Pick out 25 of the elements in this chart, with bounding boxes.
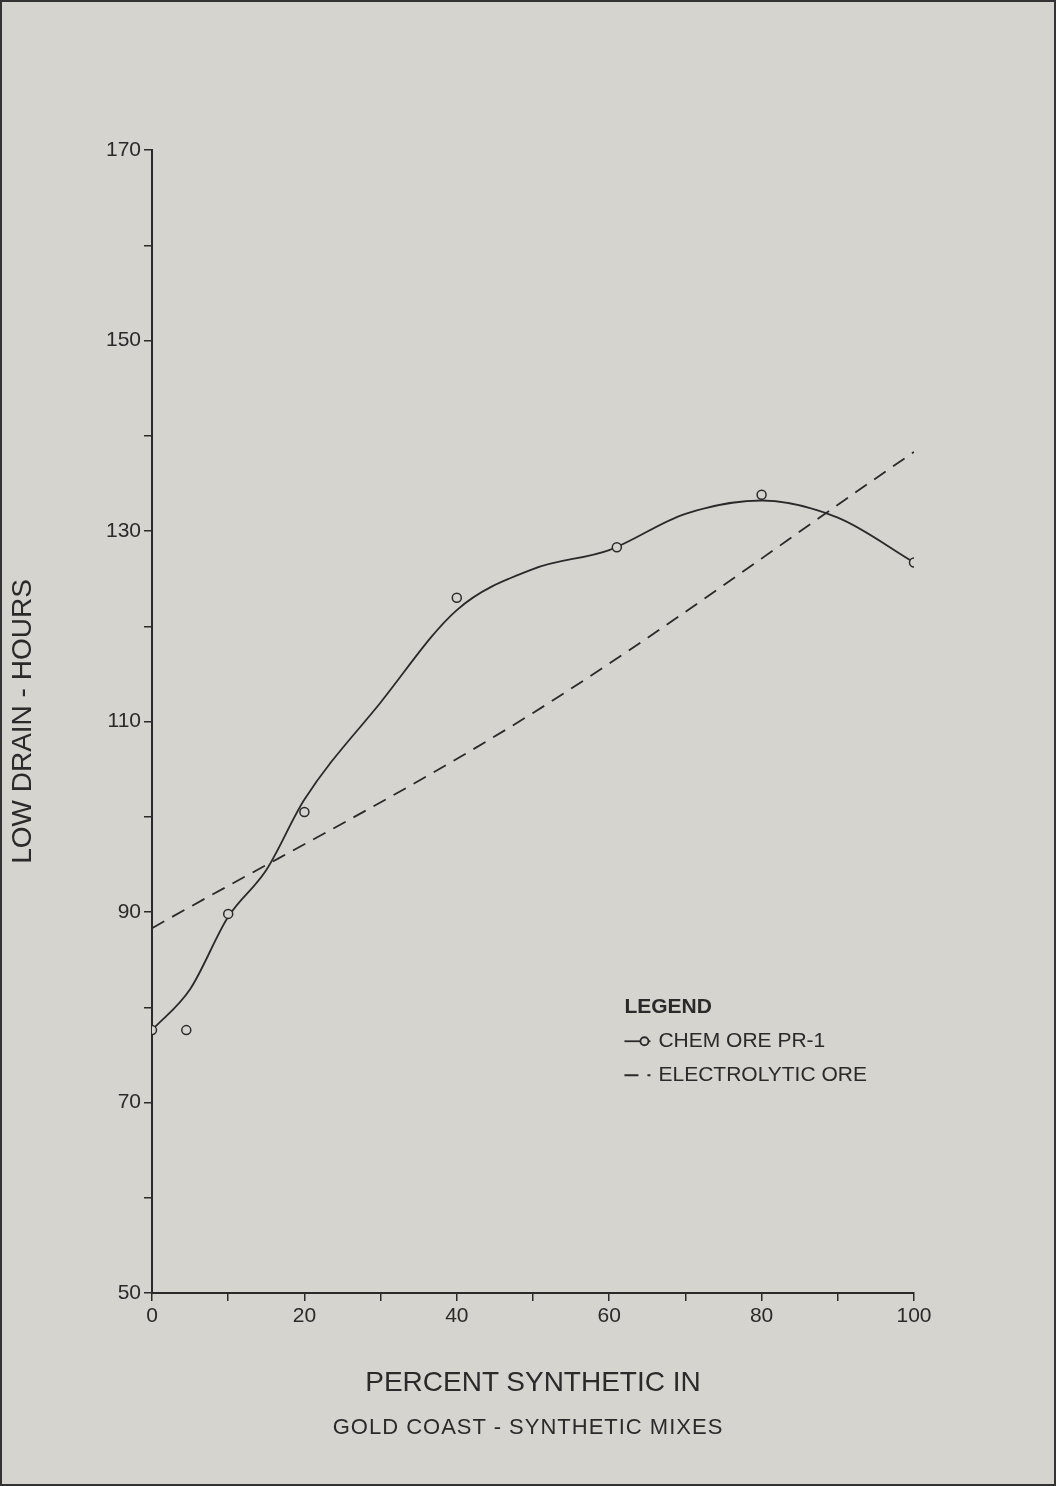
legend-title: LEGEND (624, 994, 712, 1018)
point (181, 1024, 192, 1036)
x-tick-label: 100 (896, 1303, 932, 1327)
x-tick-label: 80 (749, 1303, 774, 1327)
legend-label: ELECTROLYTIC ORE (658, 1062, 867, 1086)
y-tick-label: 170 (105, 136, 141, 160)
point (756, 489, 767, 501)
y-tick-label: 130 (105, 517, 141, 541)
y-tick-label: 70 (117, 1089, 141, 1113)
y-tick-label: 50 (117, 1279, 141, 1303)
y-tick-label: 110 (107, 708, 141, 732)
x-tick-label: 0 (146, 1303, 158, 1327)
point (451, 592, 463, 603)
x-tick-label: 60 (597, 1303, 621, 1327)
x-tick-label: 40 (445, 1303, 469, 1327)
text: GOLD COAST - SYNTHETIC MIXES (331, 1414, 725, 1440)
point (611, 541, 623, 553)
point (299, 806, 310, 818)
legend-label: CHEM ORE PR-1 (658, 1028, 826, 1052)
x-tick-label: 20 (292, 1303, 317, 1327)
x-axis-title: PERCENT SYNTHETIC IN (365, 1365, 701, 1397)
y-tick-label: 150 (105, 327, 141, 351)
point (222, 908, 234, 920)
y-axis-title: LOW DRAIN - HOURS (5, 579, 37, 864)
y-tick-label: 90 (117, 898, 141, 922)
